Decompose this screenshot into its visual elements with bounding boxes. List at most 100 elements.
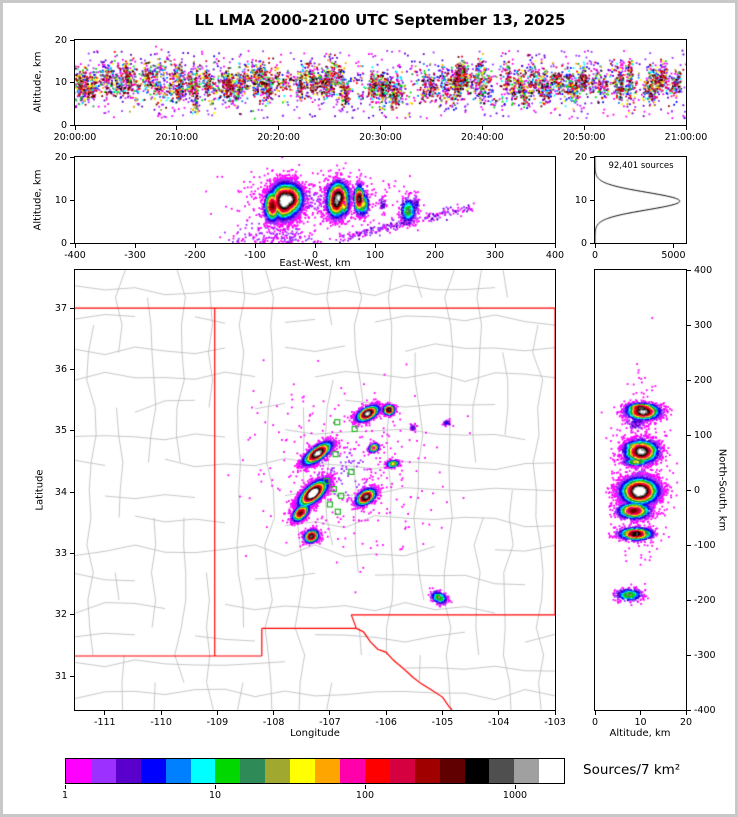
north-south-height-panel	[594, 269, 687, 711]
tick-label: 36	[54, 363, 67, 375]
source-count-annotation: 92,401 sources	[608, 161, 674, 171]
tick-mark	[329, 711, 331, 715]
tick-label: 100	[355, 790, 375, 801]
colorbar-label: Sources/7 km²	[583, 762, 681, 778]
tick-label: -107	[319, 717, 341, 728]
tick-mark	[70, 82, 74, 83]
tick-mark	[554, 244, 556, 248]
map-xlabel: Longitude	[290, 728, 340, 739]
tick-label: -110	[150, 717, 172, 728]
tick-mark	[672, 244, 674, 248]
tick-label: 20	[54, 34, 67, 46]
tick-label: 20:50:00	[562, 132, 606, 143]
tick-label: 0	[694, 484, 701, 496]
tick-label: 10	[574, 194, 587, 206]
time-height-canvas	[75, 40, 686, 125]
tick-label: 0	[60, 119, 67, 131]
tick-mark	[594, 711, 596, 715]
tick-label: -200	[694, 594, 716, 606]
tick-mark	[70, 199, 74, 201]
tick-mark	[70, 675, 74, 677]
tick-label: 34	[54, 486, 67, 498]
tick-label: 300	[485, 250, 505, 261]
tick-label: 0	[591, 250, 599, 261]
colorbar-segment	[265, 759, 291, 783]
tick-mark	[687, 379, 691, 381]
colorbar-segment	[240, 759, 266, 783]
tick-mark	[214, 785, 216, 789]
colorbar-segment	[140, 759, 166, 783]
tick-label: -105	[431, 717, 454, 728]
colorbar-segment	[165, 759, 191, 783]
tick-label: -104	[487, 717, 510, 728]
tick-label: 400	[545, 250, 565, 261]
tick-label: -200	[184, 250, 206, 261]
tick-mark	[687, 599, 691, 601]
tick-mark	[594, 244, 596, 248]
tick-label: 200	[425, 250, 445, 261]
tick-mark	[685, 126, 687, 130]
tick-label: -111	[94, 717, 116, 728]
tick-mark	[64, 785, 66, 789]
tick-label: 200	[694, 374, 713, 386]
tick-label: 20:40:00	[460, 132, 504, 143]
tick-label: 1	[61, 790, 69, 801]
tick-mark	[687, 654, 691, 656]
tick-mark	[216, 711, 218, 715]
tick-mark	[554, 711, 556, 715]
tick-mark	[70, 430, 74, 432]
tick-mark	[685, 711, 687, 715]
colorbar-segment	[514, 759, 540, 783]
colorbar-segment	[364, 759, 390, 783]
tick-label: 10	[54, 77, 67, 88]
tick-label: 35	[54, 425, 67, 437]
colorbar-segment	[464, 759, 490, 783]
tick-mark	[176, 126, 178, 130]
colorbar-segment	[190, 759, 216, 783]
tick-mark	[194, 244, 196, 248]
tick-mark	[74, 244, 76, 248]
tick-label: 1000	[502, 790, 528, 801]
tick-label: 400	[694, 264, 713, 276]
tick-mark	[687, 544, 691, 546]
altitude-histogram-panel	[594, 156, 687, 244]
tick-label: 0	[591, 717, 599, 728]
colorbar-segment	[489, 759, 515, 783]
tick-mark	[70, 368, 74, 370]
tick-label: 20:30:00	[359, 132, 402, 143]
tick-label: 37	[54, 302, 67, 314]
colorbar-segment	[115, 759, 141, 783]
tick-label: -109	[206, 717, 229, 728]
tick-mark	[498, 711, 500, 715]
colorbar-segment	[290, 759, 316, 783]
north-south-height-canvas	[595, 270, 686, 710]
tick-mark	[687, 434, 691, 436]
tick-label: 20	[679, 717, 693, 728]
tick-label: -100	[694, 539, 716, 551]
tick-mark	[160, 711, 162, 715]
tick-label: 10	[634, 717, 647, 728]
tick-label: 20:10:00	[155, 132, 199, 143]
tick-label: 21:00:00	[664, 132, 708, 143]
colorbar-segment	[315, 759, 340, 783]
colorbar-segment	[539, 759, 565, 783]
tick-mark	[385, 711, 387, 715]
ew-panel-xlabel: East-West, km	[279, 258, 351, 269]
tick-label: 0	[311, 250, 319, 261]
tick-label: -300	[694, 649, 716, 661]
tick-label: -103	[544, 717, 566, 728]
tick-label: 100	[694, 429, 713, 441]
tick-mark	[583, 126, 585, 130]
tick-label: 20:00:00	[53, 132, 97, 143]
tick-label: -100	[244, 250, 266, 261]
tick-mark	[70, 614, 74, 616]
tick-label: -400	[694, 704, 716, 716]
tick-label: 33	[54, 548, 67, 559]
tick-mark	[74, 126, 76, 130]
east-west-height-panel	[74, 156, 556, 244]
tick-mark	[70, 124, 74, 126]
tick-label: 300	[694, 319, 713, 331]
tick-mark	[70, 553, 74, 554]
tick-mark	[481, 126, 483, 130]
colorbar-segment	[66, 759, 91, 783]
